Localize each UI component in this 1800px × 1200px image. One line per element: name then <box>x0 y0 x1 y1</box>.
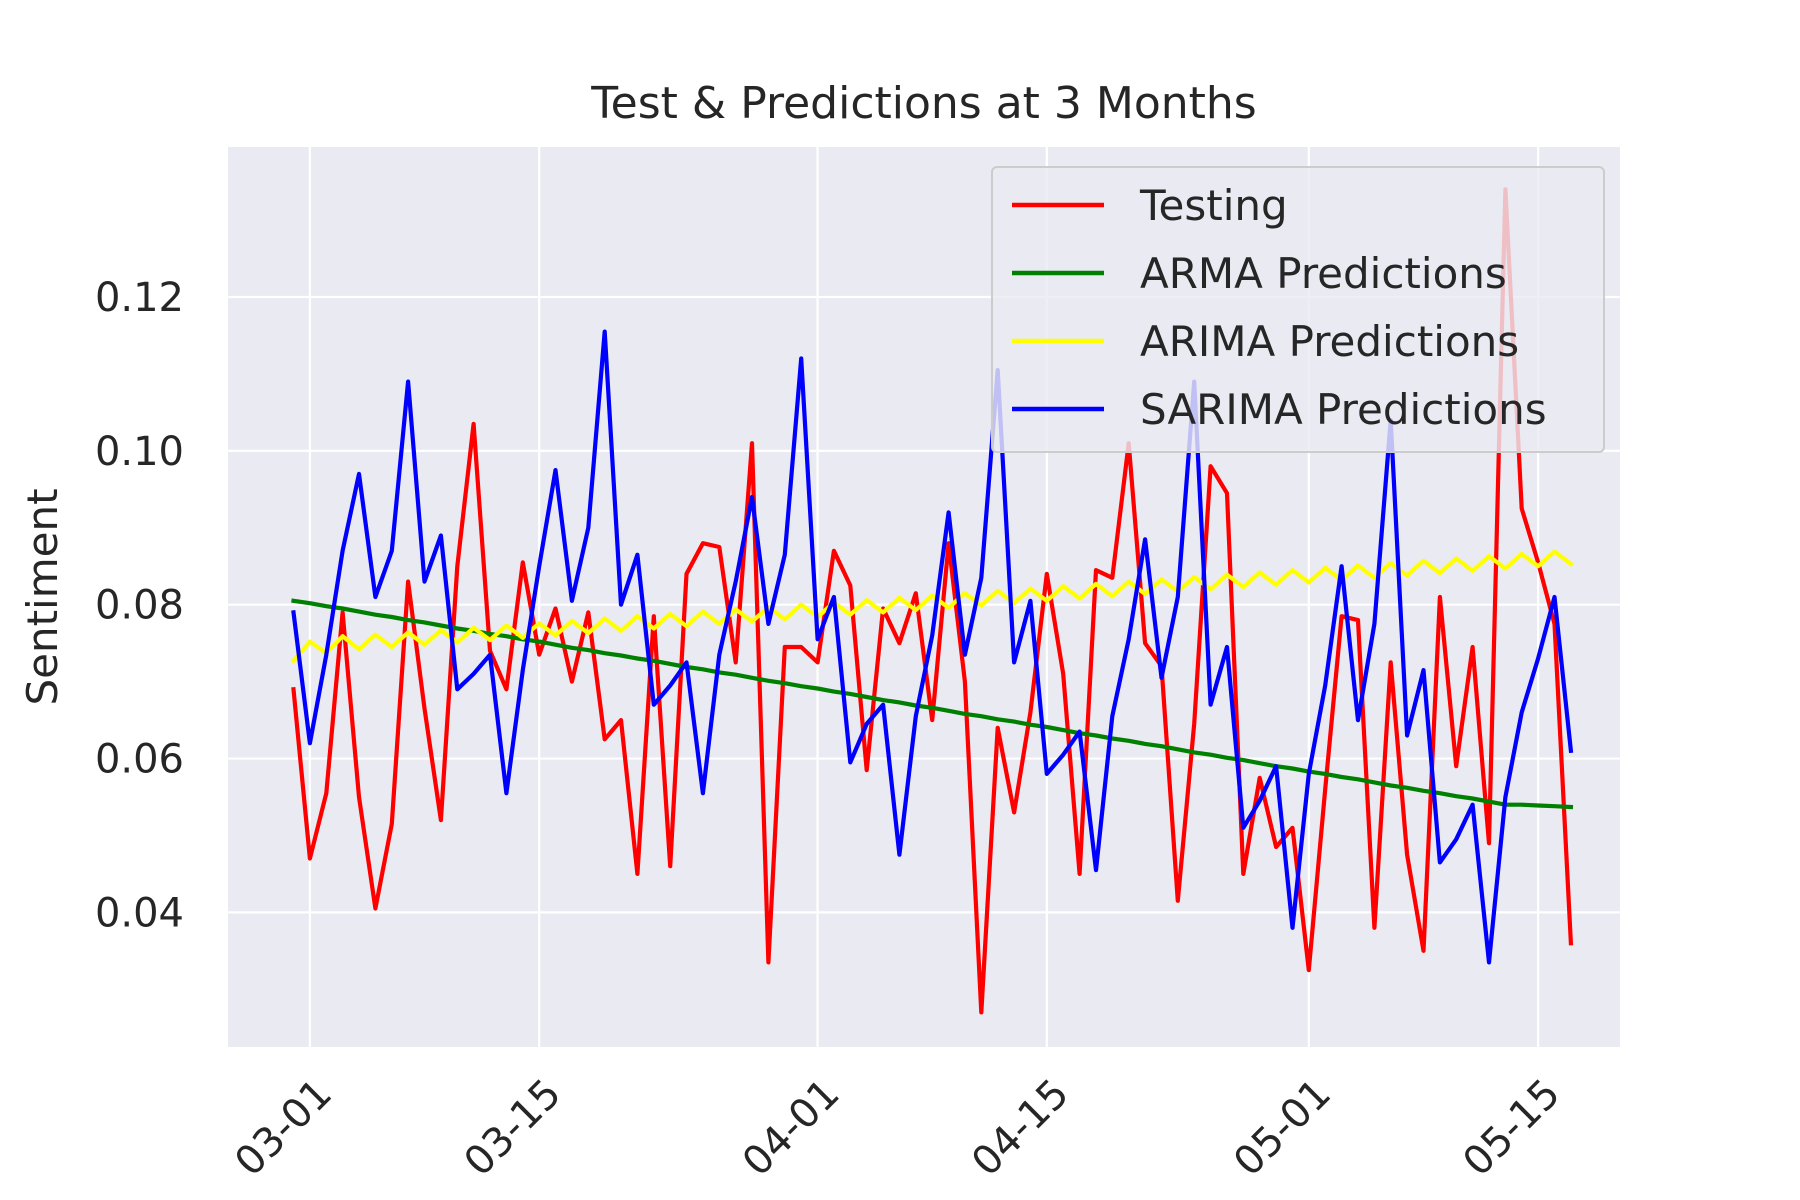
y-tick-label: 0.12 <box>95 275 184 321</box>
y-axis-ticks: 0.04 0.06 0.08 0.10 0.12 <box>95 275 184 936</box>
y-axis-label: Sentiment <box>18 488 67 705</box>
legend-label: ARIMA Predictions <box>1140 317 1519 366</box>
x-tick-label: 05-15 <box>1454 1071 1569 1186</box>
legend-label: ARMA Predictions <box>1140 249 1507 298</box>
legend-box <box>991 166 1605 453</box>
x-tick-label: 04-01 <box>734 1071 849 1186</box>
y-tick-label: 0.08 <box>95 583 184 629</box>
y-tick-label: 0.10 <box>95 429 184 475</box>
legend-label: Testing <box>1139 181 1288 230</box>
y-tick-label: 0.04 <box>95 890 184 936</box>
x-axis-ticks: 03-01 03-15 04-01 04-15 05-01 05-15 <box>226 1071 1569 1186</box>
legend: Testing ARMA Predictions ARIMA Predictions… <box>991 166 1605 453</box>
series-layer <box>290 187 1574 1015</box>
x-tick-label: 03-15 <box>456 1071 571 1186</box>
series-line-3 <box>291 329 1574 965</box>
series-line-0 <box>291 187 1574 1015</box>
chart-title: Test & Predictions at 3 Months <box>590 78 1256 129</box>
y-tick-label: 0.06 <box>95 737 184 783</box>
series-line-1 <box>291 598 1574 810</box>
series-line-2 <box>290 549 1574 664</box>
legend-label: SARIMA Predictions <box>1140 385 1547 434</box>
x-tick-label: 05-01 <box>1225 1071 1340 1186</box>
x-tick-label: 04-15 <box>963 1071 1078 1186</box>
x-tick-label: 03-01 <box>226 1071 341 1186</box>
